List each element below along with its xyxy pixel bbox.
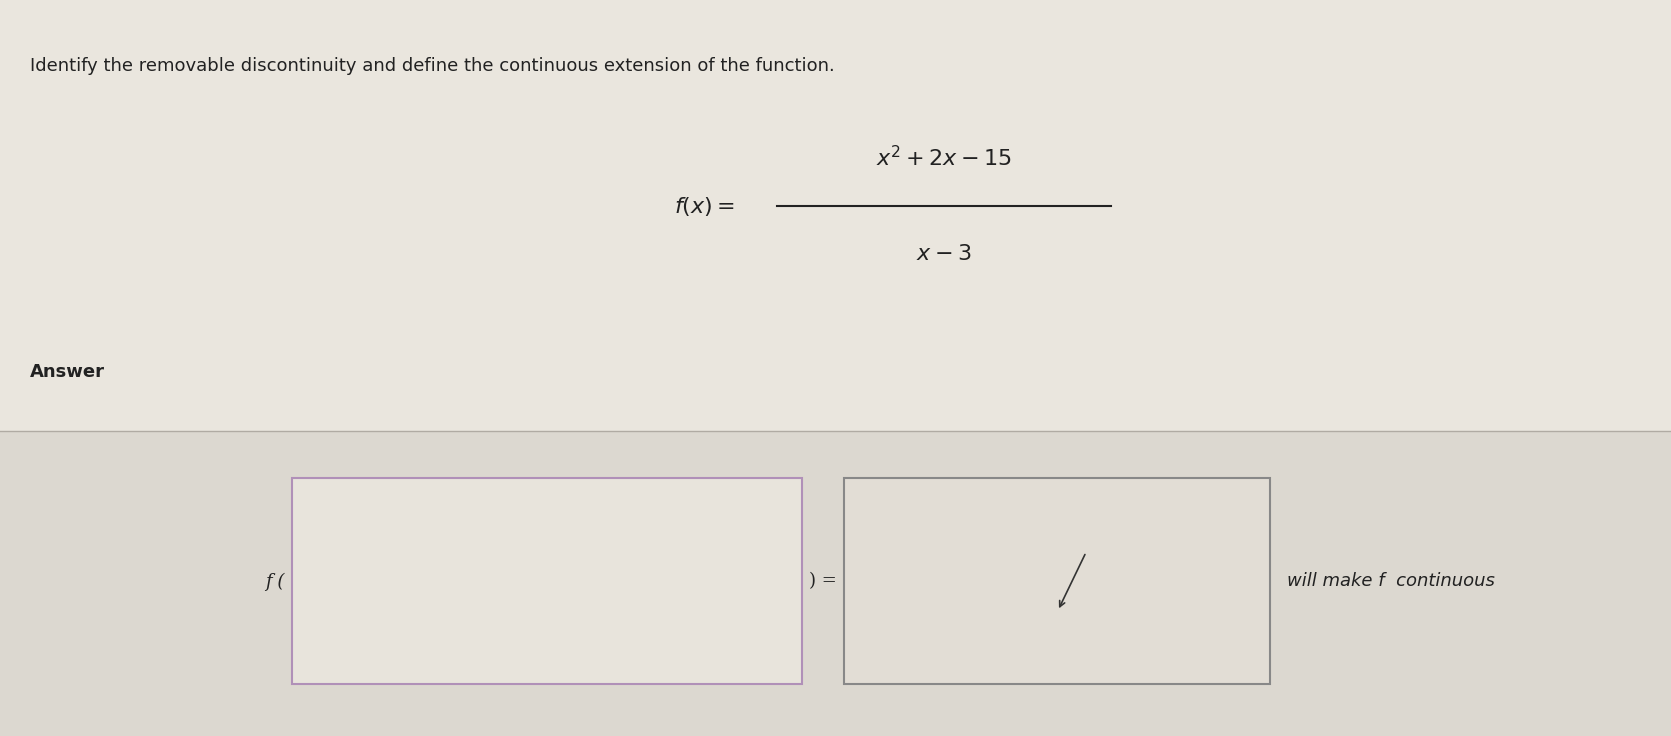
Text: $x^2 + 2x - 15$: $x^2 + 2x - 15$: [876, 146, 1013, 171]
Bar: [0, 431, 1671, 736]
Text: f (: f (: [264, 573, 284, 590]
Bar: [292, 478, 802, 684]
Text: $f(x) =$: $f(x) =$: [675, 194, 735, 218]
Text: Answer: Answer: [30, 363, 105, 381]
Text: $x - 3$: $x - 3$: [916, 243, 973, 265]
Text: Identify the removable discontinuity and define the continuous extension of the : Identify the removable discontinuity and…: [30, 57, 836, 75]
Text: ) =: ) =: [809, 573, 837, 590]
Bar: [844, 478, 1270, 684]
Text: will make f  continuous: will make f continuous: [1287, 573, 1494, 590]
